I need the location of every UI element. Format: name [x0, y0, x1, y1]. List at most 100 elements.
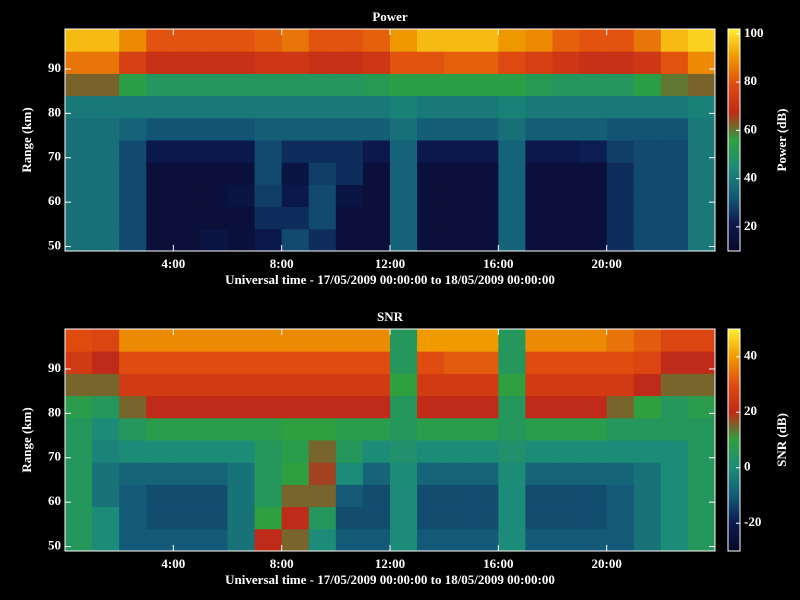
heat-cell — [444, 329, 472, 352]
heat-cell — [390, 528, 418, 552]
heat-cell — [552, 73, 581, 97]
heat-cell — [335, 351, 364, 374]
heat-cell — [444, 162, 472, 185]
heat-cell — [92, 29, 120, 52]
heat-cell — [606, 162, 635, 185]
colorbar-tick-label: -20 — [744, 514, 761, 529]
heat-cell — [417, 140, 445, 163]
heat-cell — [335, 162, 364, 185]
heat-cell — [444, 528, 472, 552]
heat-cell — [362, 206, 391, 230]
x-tick-label: 12:00 — [375, 556, 405, 571]
heat-cell — [444, 417, 472, 441]
heat-cell — [498, 462, 526, 485]
heat-cell — [633, 73, 662, 97]
heat-cell — [552, 29, 581, 52]
heat-cell — [173, 29, 201, 52]
heat-cell — [119, 73, 147, 97]
heat-cell — [65, 440, 93, 463]
heat-cell — [335, 73, 364, 97]
heat-cell — [444, 462, 472, 485]
heat-cell — [687, 484, 716, 508]
heat-cell — [173, 51, 201, 74]
heat-cell — [579, 329, 608, 352]
heat-cell — [65, 351, 93, 374]
heat-cell — [687, 373, 716, 397]
colorbar-label: Power (dB) — [774, 109, 789, 172]
x-tick-label: 8:00 — [270, 256, 294, 271]
heat-cell — [417, 51, 445, 74]
heat-cell — [92, 462, 120, 485]
heat-cell — [687, 395, 716, 419]
heat-cell — [417, 95, 445, 119]
heat-cell — [119, 117, 147, 141]
heat-cell — [633, 162, 662, 185]
heat-cell — [498, 51, 526, 74]
heat-cell — [525, 206, 553, 230]
heat-cell — [552, 351, 581, 374]
colorbar-tick-label: 60 — [744, 121, 757, 136]
heat-cell — [200, 162, 228, 185]
heat-cell — [606, 329, 635, 352]
heat-cell — [92, 528, 120, 552]
heat-cell — [417, 73, 445, 97]
heat-cell — [498, 484, 526, 508]
heat-cell — [146, 351, 174, 374]
heat-cell — [552, 228, 581, 252]
heat-cell — [579, 73, 608, 97]
colorbar-tick-label: 80 — [744, 73, 757, 88]
heat-cell — [119, 528, 147, 552]
heat-cell — [308, 140, 337, 163]
heat-cell — [660, 506, 689, 530]
chart-title: Power — [372, 9, 408, 24]
colorbar — [728, 29, 740, 251]
heat-cell — [362, 484, 391, 508]
heat-cell — [606, 528, 635, 552]
heat-cell — [362, 228, 391, 252]
heat-cell — [173, 140, 201, 163]
heat-cell — [444, 29, 472, 52]
x-tick-label: 12:00 — [375, 256, 405, 271]
heat-cell — [146, 440, 174, 463]
heat-cell — [362, 95, 391, 119]
y-tick-label: 50 — [48, 238, 61, 253]
heat-cell — [146, 417, 174, 441]
heat-cell — [173, 528, 201, 552]
x-tick-label: 20:00 — [591, 556, 621, 571]
heat-cell — [498, 162, 526, 185]
heat-cell — [92, 395, 120, 419]
heat-cell — [525, 417, 553, 441]
heat-cell — [119, 228, 147, 252]
heat-cell — [660, 417, 689, 441]
heat-cell — [227, 506, 256, 530]
heat-cell — [687, 95, 716, 119]
heat-cell — [308, 395, 337, 419]
heat-cell — [390, 395, 418, 419]
y-tick-label: 80 — [48, 104, 61, 119]
heat-cell — [173, 73, 201, 97]
heat-cell — [92, 162, 120, 185]
colorbar-tick-label: 40 — [744, 348, 757, 363]
colorbar-tick-label: 20 — [744, 403, 757, 418]
heat-cell — [633, 506, 662, 530]
heat-cell — [254, 117, 283, 141]
heat-cell — [471, 29, 499, 52]
heat-cell — [552, 329, 581, 352]
heat-cell — [525, 140, 553, 163]
heat-cell — [417, 29, 445, 52]
heat-cell — [525, 329, 553, 352]
x-tick-label: 4:00 — [161, 556, 185, 571]
heat-cell — [660, 462, 689, 485]
heat-cell — [660, 184, 689, 208]
heat-cell — [92, 117, 120, 141]
heat-cell — [606, 140, 635, 163]
heat-cell — [335, 51, 364, 74]
heat-cell — [146, 29, 174, 52]
heat-cell — [308, 506, 337, 530]
heat-cell — [390, 228, 418, 252]
heat-cell — [173, 417, 201, 441]
heat-cell — [579, 528, 608, 552]
heat-cell — [444, 206, 472, 230]
y-tick-label: 60 — [48, 493, 61, 508]
heat-cell — [92, 329, 120, 352]
